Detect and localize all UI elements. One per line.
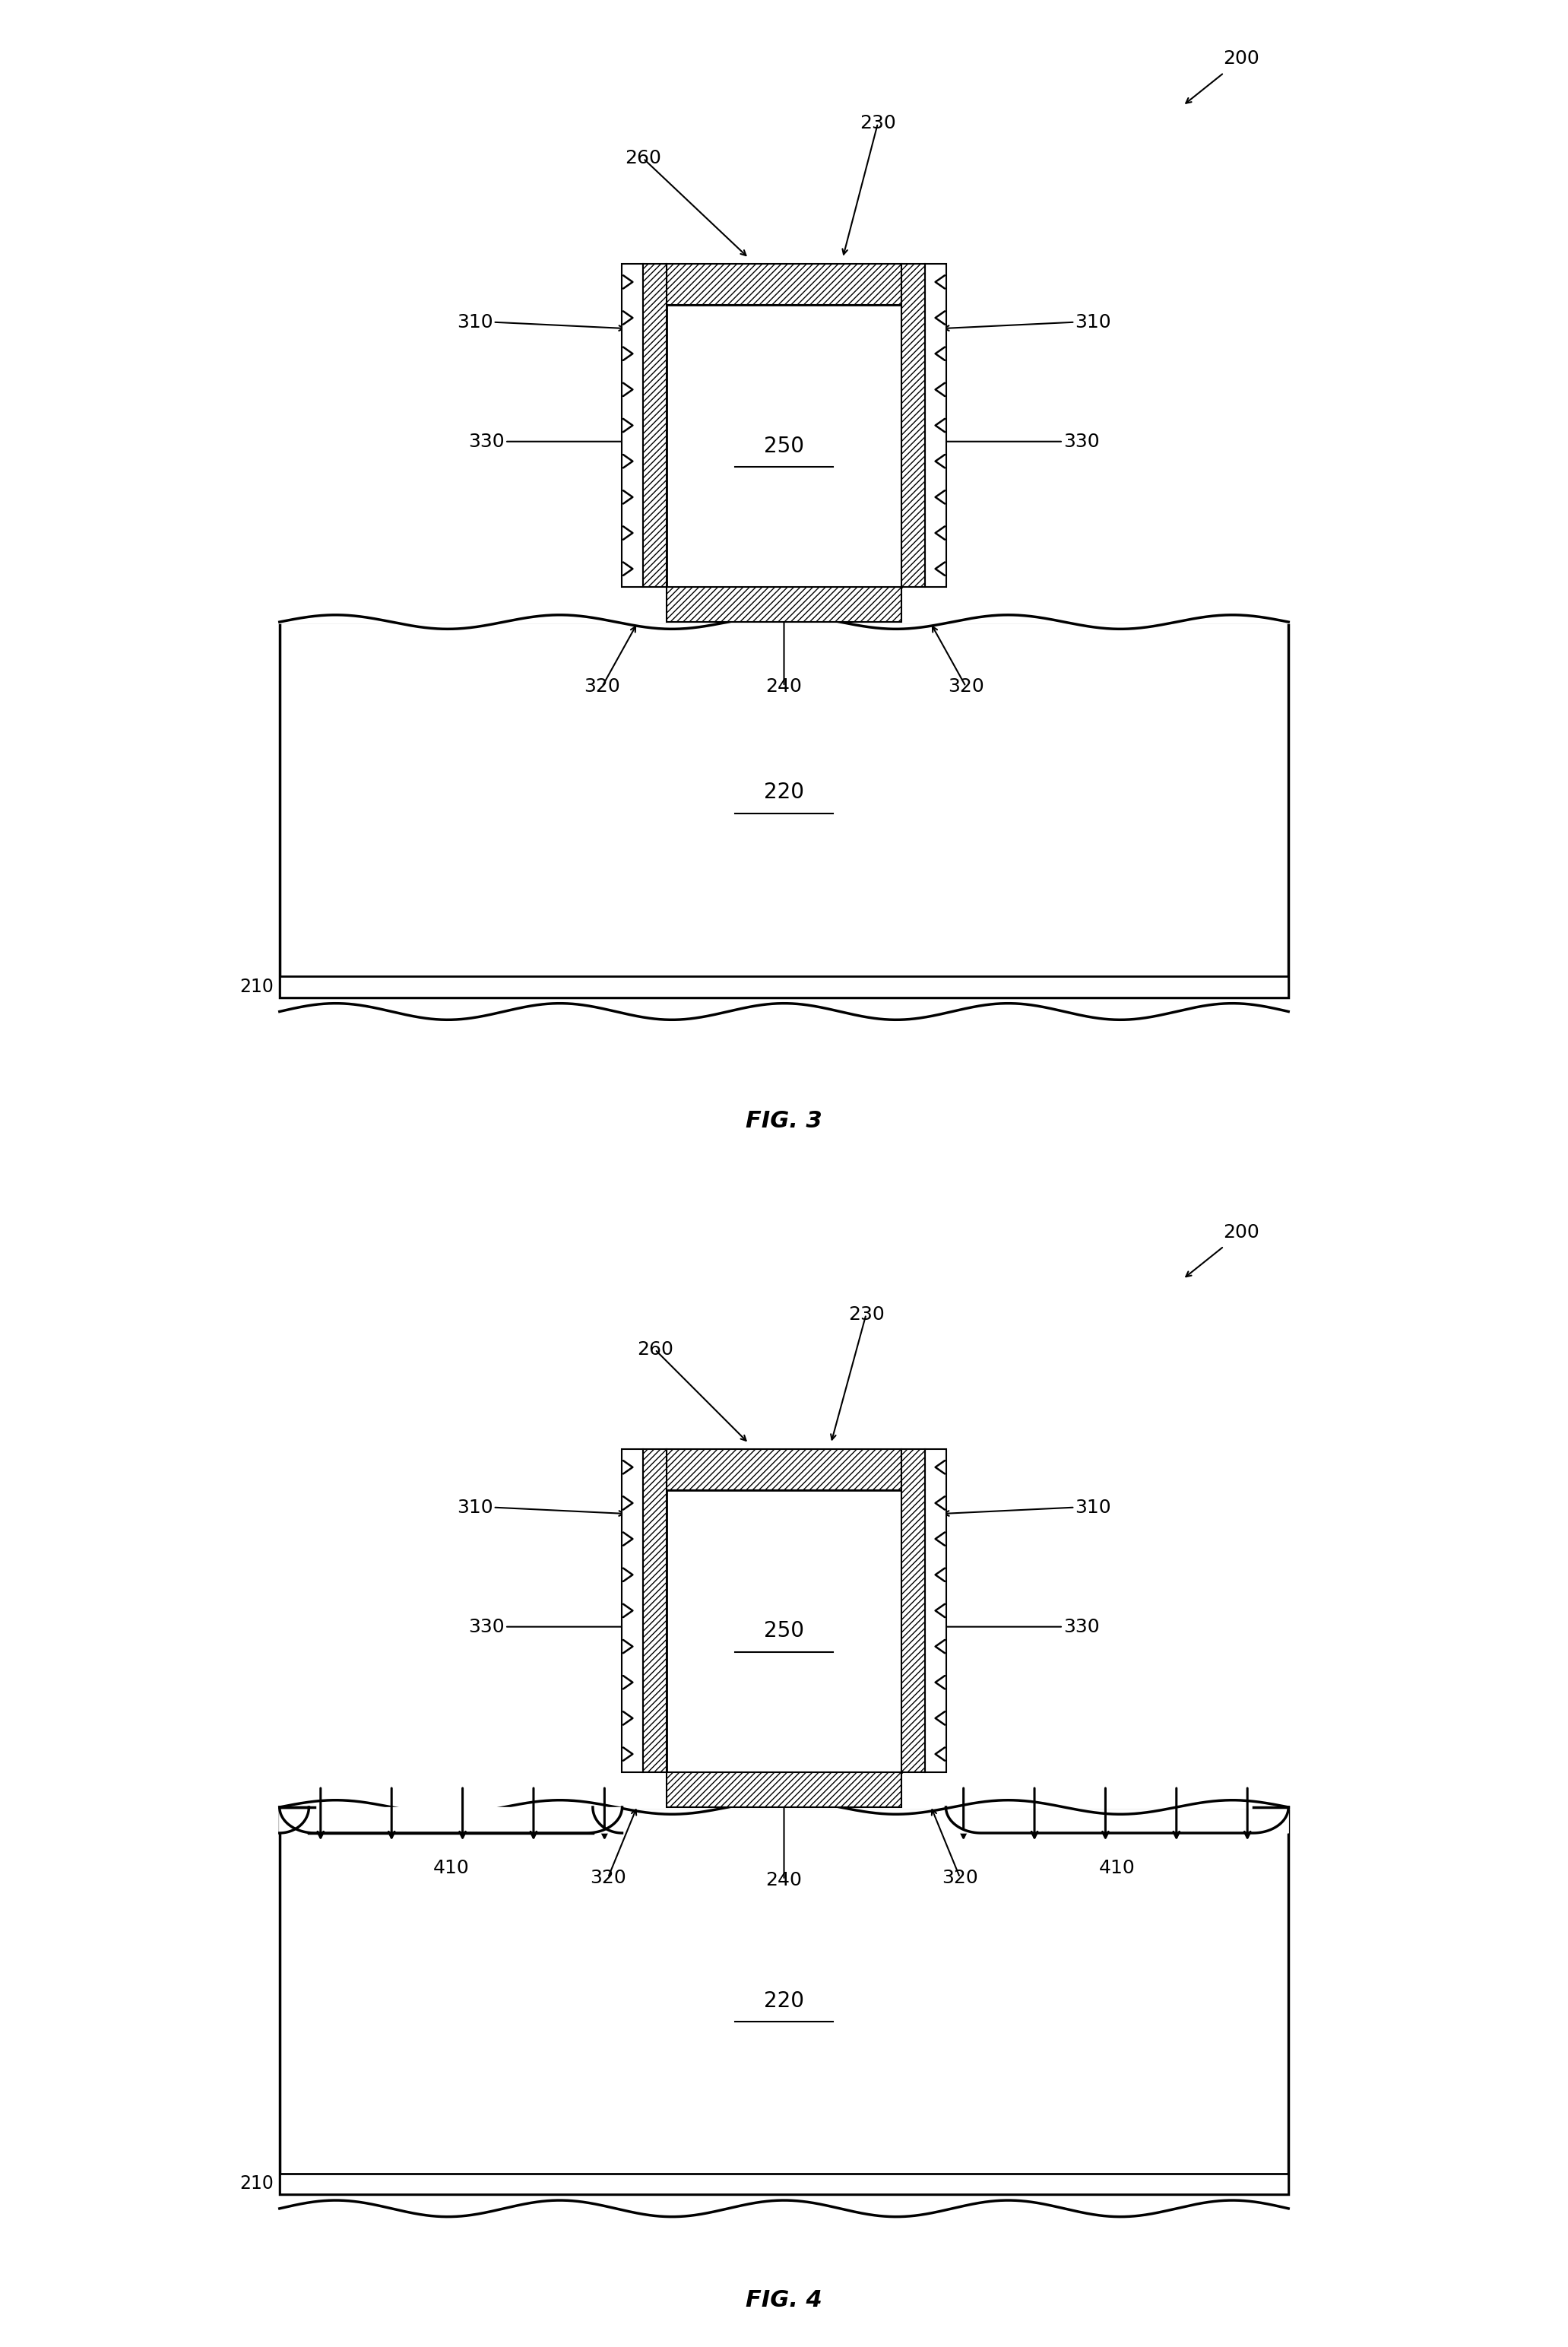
- Bar: [666, 1448, 902, 1490]
- Text: 310: 310: [1076, 312, 1112, 331]
- Text: 410: 410: [433, 1859, 469, 1878]
- Text: 310: 310: [456, 1497, 492, 1516]
- Text: 330: 330: [1063, 1617, 1099, 1636]
- Text: 310: 310: [456, 312, 492, 331]
- Text: 220: 220: [764, 782, 804, 803]
- Text: 320: 320: [590, 1868, 626, 1887]
- Text: 330: 330: [469, 1617, 505, 1636]
- Bar: [279, 2173, 1289, 2194]
- Text: 260: 260: [637, 1340, 673, 1359]
- Polygon shape: [279, 1807, 622, 1833]
- Bar: [279, 1807, 1289, 2194]
- Bar: [902, 1450, 925, 1772]
- Text: 240: 240: [765, 678, 803, 695]
- Text: 220: 220: [764, 1990, 804, 2011]
- Text: 210: 210: [240, 979, 274, 995]
- Polygon shape: [279, 1807, 622, 1833]
- Text: 230: 230: [848, 1305, 884, 1324]
- Text: FIG. 4: FIG. 4: [746, 2288, 822, 2312]
- Text: 320: 320: [947, 678, 985, 695]
- Text: 410: 410: [1099, 1859, 1135, 1878]
- Bar: [622, 263, 643, 587]
- Text: 200: 200: [1223, 1223, 1259, 1242]
- Bar: [666, 587, 902, 622]
- Bar: [925, 263, 946, 587]
- Text: FIG. 3: FIG. 3: [746, 1110, 822, 1131]
- Text: 330: 330: [1063, 432, 1099, 451]
- Text: 250: 250: [764, 434, 804, 458]
- Bar: [643, 263, 666, 587]
- Text: 330: 330: [469, 432, 505, 451]
- Text: 320: 320: [583, 678, 621, 695]
- Bar: [666, 263, 902, 305]
- Bar: [902, 263, 925, 587]
- Text: 210: 210: [240, 2176, 274, 2192]
- Bar: [279, 976, 1289, 997]
- Text: 260: 260: [626, 150, 662, 167]
- Bar: [279, 622, 1289, 997]
- Text: 250: 250: [764, 1619, 804, 1643]
- Text: 230: 230: [859, 115, 895, 131]
- Bar: [666, 305, 902, 587]
- Text: 320: 320: [942, 1868, 978, 1887]
- Text: 240: 240: [765, 1871, 803, 1889]
- Bar: [643, 1450, 666, 1772]
- Bar: [622, 1450, 643, 1772]
- Text: 200: 200: [1223, 49, 1259, 68]
- Bar: [666, 1772, 902, 1807]
- Text: 310: 310: [1076, 1497, 1112, 1516]
- Polygon shape: [946, 1807, 1289, 1833]
- Bar: [925, 1450, 946, 1772]
- Bar: [666, 1490, 902, 1772]
